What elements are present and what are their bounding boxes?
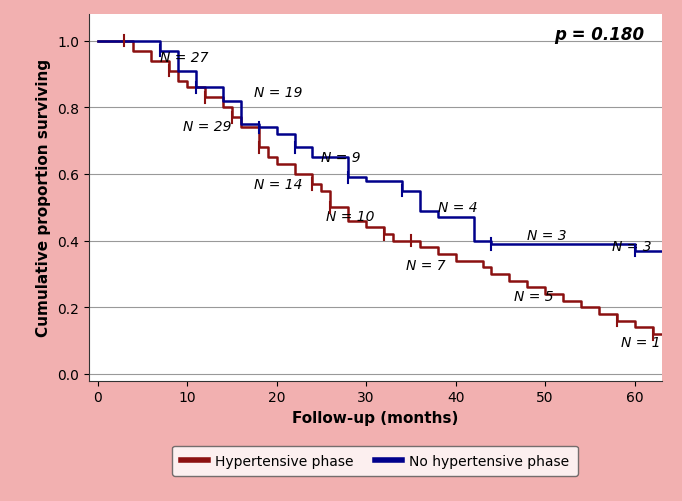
Text: N = 27: N = 27 [160, 51, 209, 65]
Text: p = 0.180: p = 0.180 [554, 26, 644, 44]
Text: N = 5: N = 5 [514, 289, 554, 303]
Text: N = 3: N = 3 [612, 239, 652, 253]
X-axis label: Follow-up (months): Follow-up (months) [292, 410, 458, 425]
Y-axis label: Cumulative proportion surviving: Cumulative proportion surviving [36, 59, 51, 337]
Text: N = 29: N = 29 [183, 119, 231, 133]
Text: N = 19: N = 19 [254, 86, 303, 100]
Text: N = 3: N = 3 [527, 228, 567, 242]
Legend: Hypertensive phase, No hypertensive phase: Hypertensive phase, No hypertensive phas… [173, 445, 578, 476]
Text: N = 10: N = 10 [326, 209, 374, 223]
Text: N = 14: N = 14 [254, 178, 303, 191]
Text: N = 1: N = 1 [621, 336, 661, 350]
Text: N = 9: N = 9 [321, 151, 361, 165]
Text: N = 4: N = 4 [438, 201, 477, 215]
Text: N = 7: N = 7 [406, 258, 446, 272]
